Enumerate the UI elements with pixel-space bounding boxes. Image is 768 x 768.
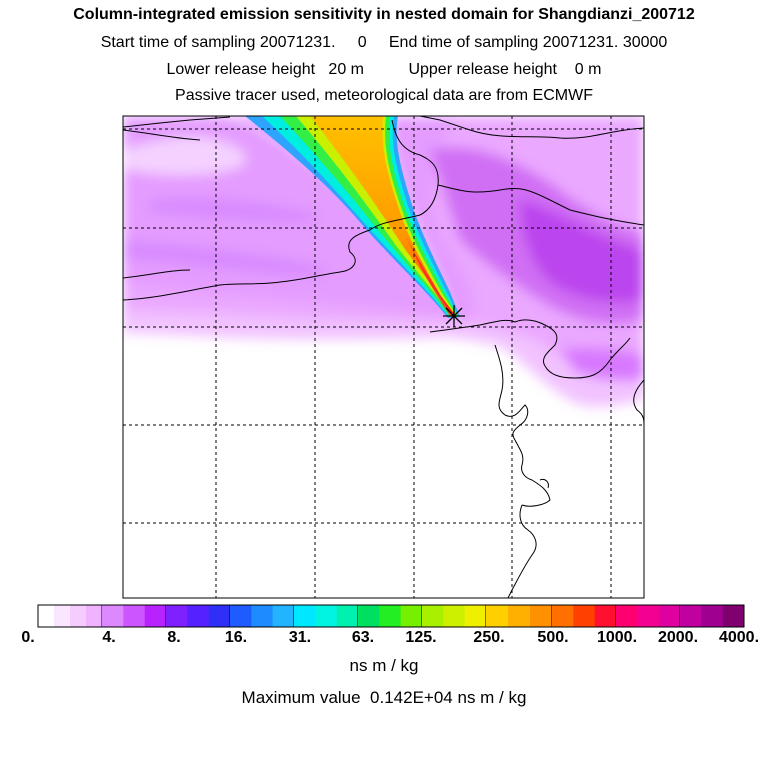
sampling-end-value: 20071231. 30000 xyxy=(542,34,668,51)
colorbar-tick-label: 0. xyxy=(21,629,35,646)
sampling-end-label: End time of sampling xyxy=(388,34,539,51)
colorbar-tick-label: 16. xyxy=(224,629,248,646)
colorbar-tick-label: 500. xyxy=(537,629,569,646)
receptor-marker xyxy=(443,305,465,327)
colorbar-tick-label: 8. xyxy=(167,629,181,646)
chart-title: Column-integrated emission sensitivity i… xyxy=(73,6,695,23)
lower-height-label: Lower release height xyxy=(166,61,316,78)
lat-lon-grid xyxy=(123,116,644,598)
sampling-start-label: Start time of sampling xyxy=(100,34,256,51)
max-label: Maximum value xyxy=(241,688,361,707)
sampling-times-line: Start time of sampling 20071231. 0 End t… xyxy=(0,34,768,52)
upper-height-label: Upper release height xyxy=(408,61,557,78)
upper-height-value: 0 m xyxy=(574,61,602,78)
sampling-start-value: 20071231. 0 xyxy=(259,34,367,51)
lower-height-value: 20 m xyxy=(328,61,364,78)
colorbar-tick-label: 250. xyxy=(473,629,505,646)
colorbar-tick-label: 4000. xyxy=(718,629,760,646)
maximum-value: Maximum value 0.142E+04 ns m / kg xyxy=(0,688,768,708)
max-value-text: 0.142E+04 ns m / kg xyxy=(370,688,527,707)
tracer-note: Passive tracer used, meteorological data… xyxy=(175,87,593,104)
colorbar-tick-label: 31. xyxy=(288,629,312,646)
colorbar-tick-label: 1000. xyxy=(596,629,638,646)
colorbar-tick-label: 2000. xyxy=(657,629,699,646)
colorbar-tick-label: 125. xyxy=(405,629,437,646)
colorbar-tick-label: 4. xyxy=(102,629,116,646)
release-heights-line: Lower release height 20 m Upper release … xyxy=(0,61,768,79)
colorbar-tick-label: 63. xyxy=(351,629,375,646)
coastlines xyxy=(123,116,644,598)
units-label: ns m / kg xyxy=(349,656,419,675)
map-frame xyxy=(122,115,645,599)
